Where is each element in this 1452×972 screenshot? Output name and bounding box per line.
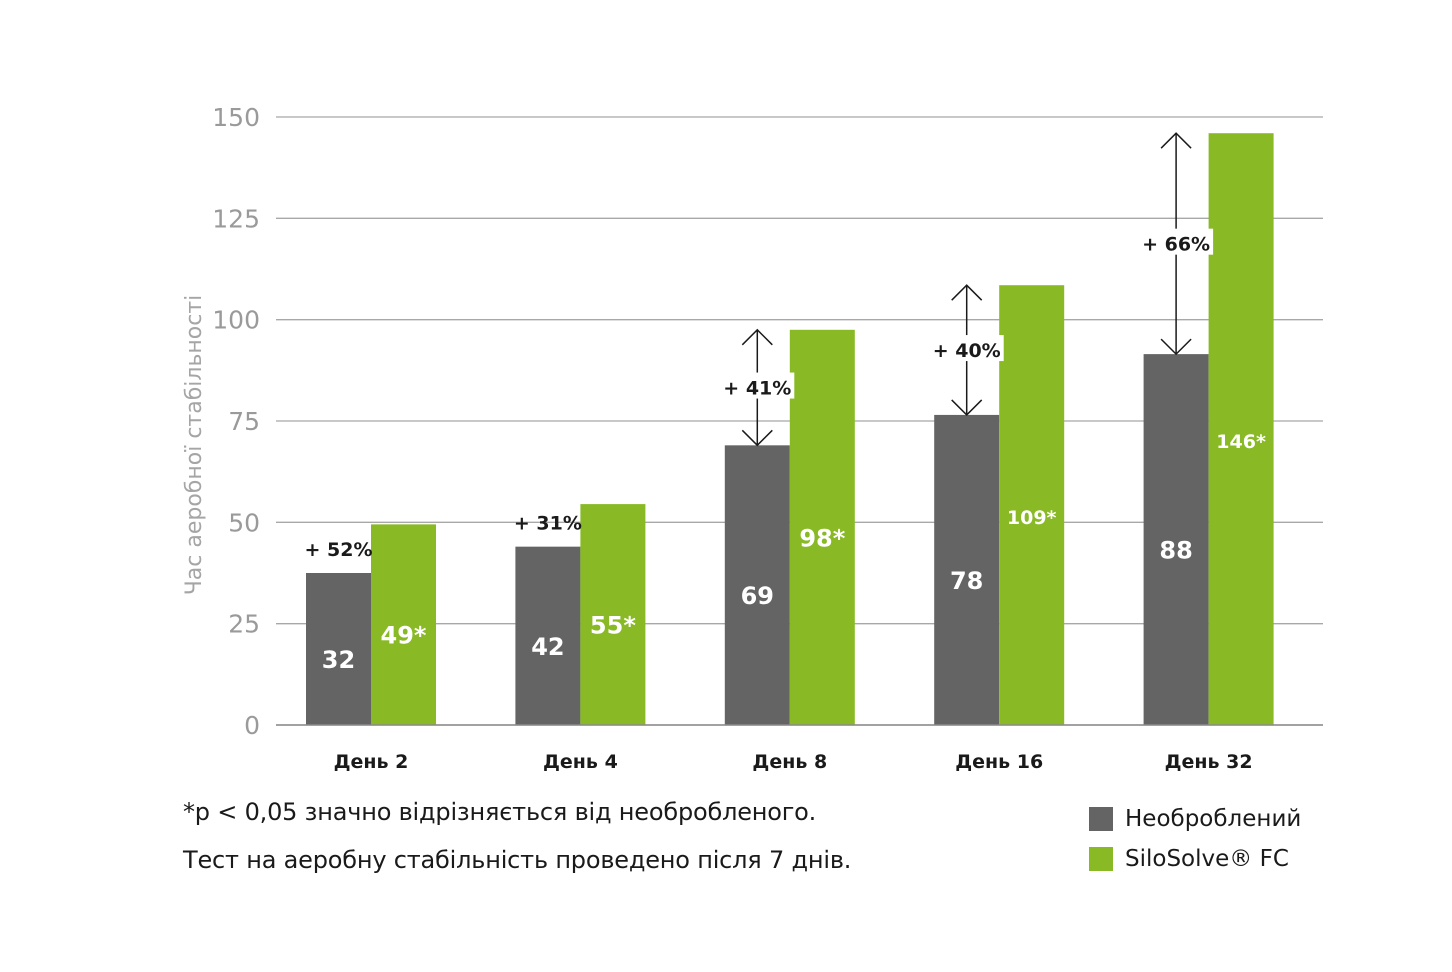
x-tick-label: День 2 xyxy=(334,751,409,773)
legend: Необроблений SiloSolve® FC xyxy=(1089,799,1301,879)
legend-item-untreated: Необроблений xyxy=(1089,799,1301,839)
percent-annotation: + 31% xyxy=(514,513,582,535)
data-label-silosolve: 55* xyxy=(590,612,636,640)
bar-untreated xyxy=(934,414,1000,725)
bar-silosolve xyxy=(1208,133,1274,726)
legend-swatch-untreated xyxy=(1089,807,1113,831)
arrow-head-up xyxy=(951,284,983,301)
bar-chart: 32 49* 42 55* 69 98* 78 109* 88 146* 0 25 50 75 100 12… xyxy=(182,103,1323,773)
percent-annotation: + 40% xyxy=(933,340,1001,362)
arrow-head-up xyxy=(741,328,773,346)
bar-untreated xyxy=(724,445,790,725)
x-tick-label: День 8 xyxy=(752,751,827,773)
legend-label-silosolve: SiloSolve® FC xyxy=(1125,846,1289,872)
bar-untreated xyxy=(306,573,371,725)
data-label-untreated: 69 xyxy=(741,582,774,610)
x-tick-label: День 16 xyxy=(955,751,1043,773)
annotation-background xyxy=(1139,228,1214,255)
bar-silosolve xyxy=(999,285,1065,725)
bar-silosolve xyxy=(789,329,855,725)
arrow-head-down xyxy=(1160,338,1192,356)
y-tick-label: 125 xyxy=(212,204,260,233)
data-label-untreated: 42 xyxy=(531,633,564,661)
arrow-head-down xyxy=(741,429,773,447)
data-label-silosolve: 146* xyxy=(1216,431,1266,453)
y-tick-label: 75 xyxy=(228,407,260,436)
footnote-significance: *p < 0,05 значно відрізняється від необр… xyxy=(183,798,817,826)
y-tick-label: 50 xyxy=(228,508,260,537)
y-tick-label: 25 xyxy=(228,610,260,639)
x-tick-label: День 4 xyxy=(543,751,618,773)
y-tick-label: 150 xyxy=(212,103,260,132)
legend-swatch-silosolve xyxy=(1089,847,1113,871)
arrow-head-down xyxy=(951,399,983,416)
footnote-test-info: Тест на аеробну стабільність проведено п… xyxy=(183,846,852,874)
y-axis-label: Час аеробної стабільності xyxy=(182,295,207,596)
annotation-background xyxy=(720,372,795,399)
percent-annotation: + 66% xyxy=(1142,234,1210,256)
arrow-head-up xyxy=(1160,132,1192,149)
data-label-untreated: 78 xyxy=(950,567,983,595)
bar-silosolve xyxy=(371,524,436,725)
bar-untreated xyxy=(515,546,581,725)
legend-label-untreated: Необроблений xyxy=(1125,806,1302,832)
bar-silosolve xyxy=(580,504,646,725)
legend-item-silosolve: SiloSolve® FC xyxy=(1089,839,1301,879)
bar-untreated xyxy=(1143,354,1209,725)
data-label-untreated: 32 xyxy=(322,646,355,674)
y-tick-label: 100 xyxy=(212,306,260,335)
data-label-silosolve: 98* xyxy=(799,524,845,552)
data-label-untreated: 88 xyxy=(1159,537,1192,565)
data-label-silosolve: 49* xyxy=(381,622,427,650)
percent-annotation: + 41% xyxy=(723,378,791,400)
data-label-silosolve: 109* xyxy=(1007,507,1057,529)
percent-annotation: + 52% xyxy=(304,539,372,561)
annotation-background xyxy=(929,335,1004,362)
y-tick-label: 0 xyxy=(244,711,260,740)
x-tick-label: День 32 xyxy=(1165,751,1253,773)
